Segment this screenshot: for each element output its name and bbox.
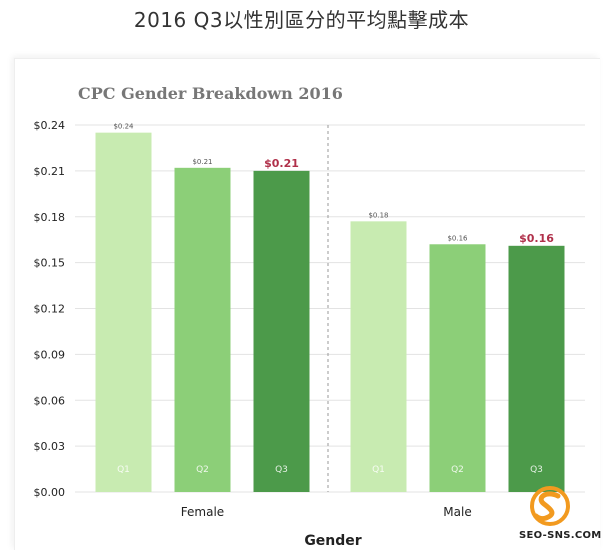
- y-tick-label: $0.18: [34, 211, 66, 224]
- bars: [95, 132, 565, 493]
- bar-series-label: Q2: [451, 465, 464, 475]
- seo-sns-logo: [530, 486, 570, 526]
- bar-series-label: Q3: [530, 465, 543, 475]
- data-labels: $0.24 Q1 $0.21 Q2 $0.21 Q3 $0.18 Q1 $0.16 Q2 $0.16…: [113, 123, 554, 475]
- data-label: $0.18: [368, 211, 388, 219]
- y-tick-label: $0.06: [34, 394, 66, 407]
- y-axis-ticks: $0.24 $0.21 $0.18 $0.15 $0.12 $0.09 $0.06 $0.03…: [34, 119, 66, 499]
- watermark-text: SEO-SNS.COM: [519, 530, 602, 541]
- y-tick-label: $0.00: [34, 486, 66, 499]
- y-tick-label: $0.03: [34, 440, 66, 453]
- y-tick-label: $0.21: [34, 165, 66, 178]
- data-label: $0.21: [264, 157, 299, 170]
- y-tick-label: $0.24: [34, 119, 66, 132]
- x-category-label: Female: [181, 505, 224, 519]
- chart-title: CPC Gender Breakdown 2016: [78, 84, 343, 103]
- x-category-label: Male: [443, 505, 471, 519]
- grid-lines: [75, 124, 585, 493]
- bar-q3-male: [508, 245, 565, 492]
- y-tick-label: $0.12: [34, 303, 66, 316]
- y-tick-label: $0.09: [34, 348, 66, 361]
- bar-series-label: Q2: [196, 465, 209, 475]
- bar-series-label: Q1: [372, 465, 385, 475]
- x-axis-title: Gender: [304, 533, 361, 549]
- bar-series-label: Q3: [275, 465, 288, 475]
- data-label: $0.16: [519, 232, 554, 245]
- x-axis-categories: Female Male: [181, 505, 472, 519]
- data-label: $0.21: [192, 158, 212, 166]
- bar-q3-female: [253, 170, 310, 492]
- bar-q1-male: [350, 221, 407, 492]
- bar-q2-female: [174, 167, 231, 493]
- bar-q1-female: [95, 132, 152, 493]
- data-label: $0.16: [447, 234, 468, 242]
- y-tick-label: $0.15: [34, 257, 66, 270]
- page-title: 2016 Q3以性別區分的平均點擊成本: [133, 8, 470, 32]
- bar-q2-male: [429, 244, 486, 492]
- bar-series-label: Q1: [117, 465, 130, 475]
- data-label: $0.24: [113, 123, 134, 131]
